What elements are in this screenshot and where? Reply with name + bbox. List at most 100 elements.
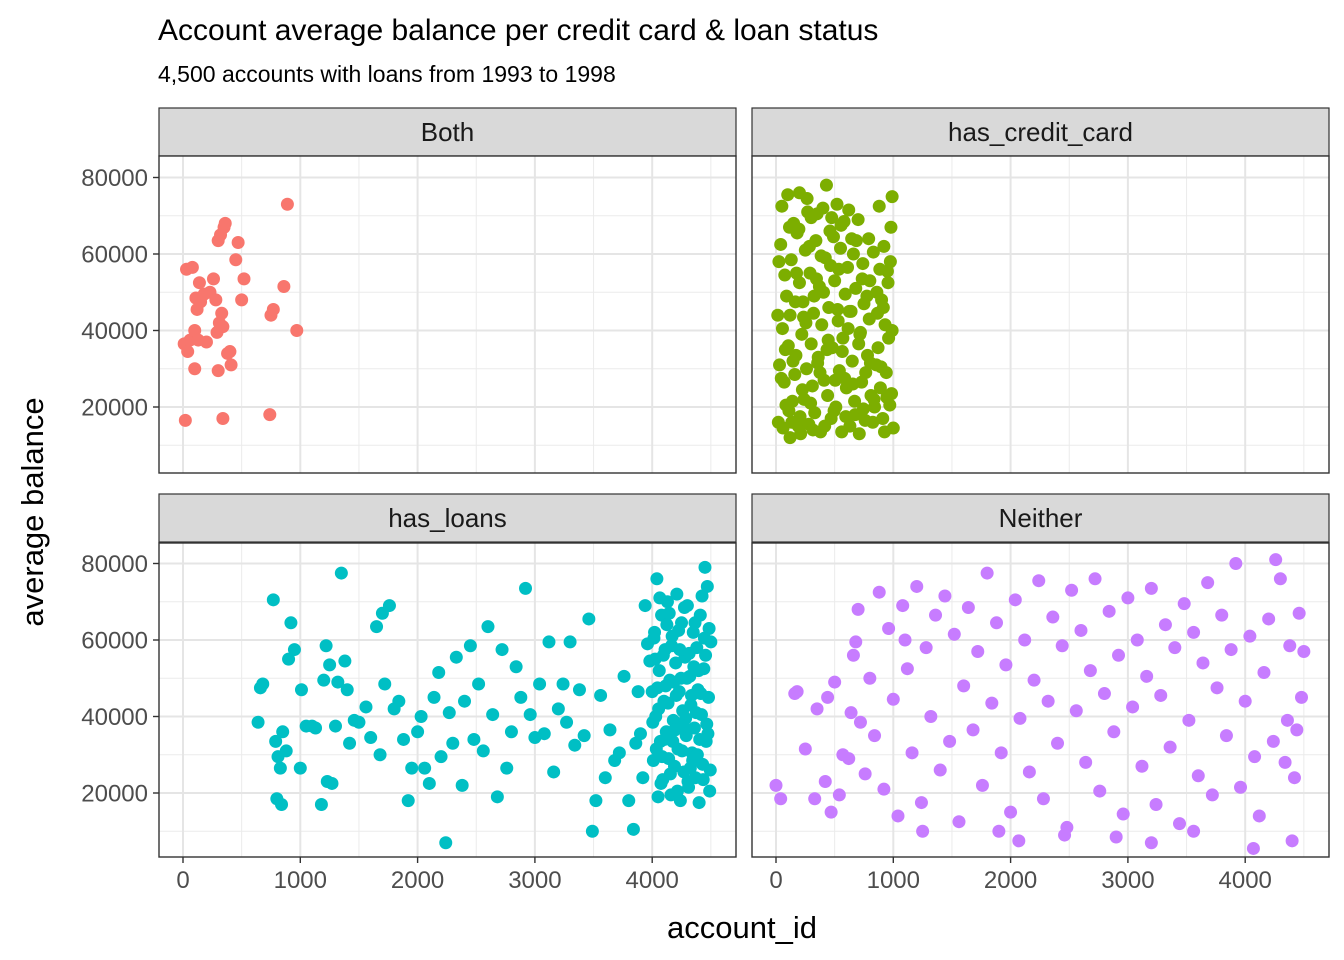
- data-point: [256, 677, 270, 691]
- data-point: [1051, 736, 1065, 750]
- data-point: [1004, 805, 1018, 819]
- y-tick-label: 80000: [81, 551, 148, 578]
- data-point: [422, 776, 436, 790]
- data-point: [794, 427, 808, 441]
- data-point: [1079, 755, 1093, 769]
- data-point: [514, 690, 528, 704]
- data-point: [933, 763, 947, 777]
- data-point: [826, 230, 840, 244]
- data-point: [831, 314, 845, 328]
- data-point: [1112, 648, 1126, 662]
- data-point: [266, 593, 280, 607]
- data-point: [849, 281, 863, 295]
- data-point: [825, 211, 839, 225]
- data-point: [1107, 725, 1121, 739]
- data-point: [821, 333, 835, 347]
- data-point: [631, 685, 645, 699]
- data-point: [1036, 792, 1050, 806]
- data-point: [1126, 700, 1140, 714]
- data-point: [1292, 606, 1306, 620]
- data-point: [882, 622, 896, 636]
- data-point: [802, 239, 816, 253]
- data-point: [382, 599, 396, 613]
- panel-border: [158, 542, 737, 858]
- data-point: [577, 729, 591, 743]
- data-point: [1252, 809, 1266, 823]
- data-point: [1187, 824, 1201, 838]
- data-point: [647, 631, 661, 645]
- data-point: [314, 797, 328, 811]
- data-point: [700, 717, 714, 731]
- data-point: [885, 190, 899, 204]
- chart-subtitle: 4,500 accounts with loans from 1993 to 1…: [158, 61, 616, 87]
- data-point: [1022, 765, 1036, 779]
- data-point: [263, 408, 277, 422]
- data-point: [860, 289, 874, 303]
- data-point: [589, 794, 603, 808]
- data-point: [851, 213, 865, 227]
- data-point: [877, 782, 891, 796]
- data-point: [603, 723, 617, 737]
- data-point: [1219, 729, 1233, 743]
- data-point: [820, 343, 834, 357]
- data-point: [188, 362, 202, 376]
- data-point: [359, 700, 373, 714]
- data-point: [594, 688, 608, 702]
- data-point: [966, 723, 980, 737]
- data-point: [856, 257, 870, 271]
- data-point: [280, 197, 294, 211]
- data-points: [769, 553, 1311, 855]
- data-point: [999, 658, 1013, 672]
- data-point: [938, 589, 952, 603]
- data-point: [910, 579, 924, 593]
- data-point: [411, 725, 425, 739]
- chart-title: Account average balance per credit card …: [158, 14, 878, 47]
- data-point: [1093, 784, 1107, 798]
- data-point: [1140, 669, 1154, 683]
- data-point: [653, 591, 667, 605]
- y-axes: 20000 40000 60000 80000 20000 40000 60000 80000: [81, 165, 159, 808]
- panel-border: [751, 542, 1330, 858]
- data-point: [689, 706, 703, 720]
- data-point: [277, 280, 291, 294]
- x-tick-label: 1000: [867, 867, 920, 894]
- data-point: [832, 262, 846, 276]
- facet-panel-neither: Neither: [751, 493, 1330, 858]
- x-tick-label: 2000: [391, 867, 444, 894]
- data-point: [266, 302, 280, 316]
- y-tick-label: 60000: [81, 242, 148, 269]
- data-point: [779, 398, 793, 412]
- data-point: [852, 427, 866, 441]
- data-point: [842, 304, 856, 318]
- data-point: [633, 727, 647, 741]
- data-point: [985, 696, 999, 710]
- data-point: [774, 792, 788, 806]
- data-point: [1013, 711, 1027, 725]
- data-point: [805, 379, 819, 393]
- data-point: [873, 262, 887, 276]
- data-point: [832, 788, 846, 802]
- data-point: [1290, 723, 1304, 737]
- data-point: [650, 572, 664, 586]
- data-point: [364, 731, 378, 745]
- data-point: [185, 260, 199, 274]
- data-point: [815, 318, 829, 332]
- data-point: [846, 377, 860, 391]
- data-point: [215, 306, 229, 320]
- data-point: [467, 732, 481, 746]
- data-point: [463, 639, 477, 653]
- data-point: [626, 822, 640, 836]
- data-point: [476, 744, 490, 758]
- facet-panel-has-loans: has_loans: [158, 493, 737, 858]
- facet-strip: [751, 107, 1330, 157]
- data-point: [206, 272, 220, 286]
- data-point: [323, 658, 337, 672]
- data-point: [992, 824, 1006, 838]
- data-point: [1173, 817, 1187, 831]
- data-point: [556, 677, 570, 691]
- data-point: [209, 293, 223, 307]
- data-point: [692, 796, 706, 810]
- data-point: [673, 643, 687, 657]
- data-point: [563, 635, 577, 649]
- data-point: [418, 761, 432, 775]
